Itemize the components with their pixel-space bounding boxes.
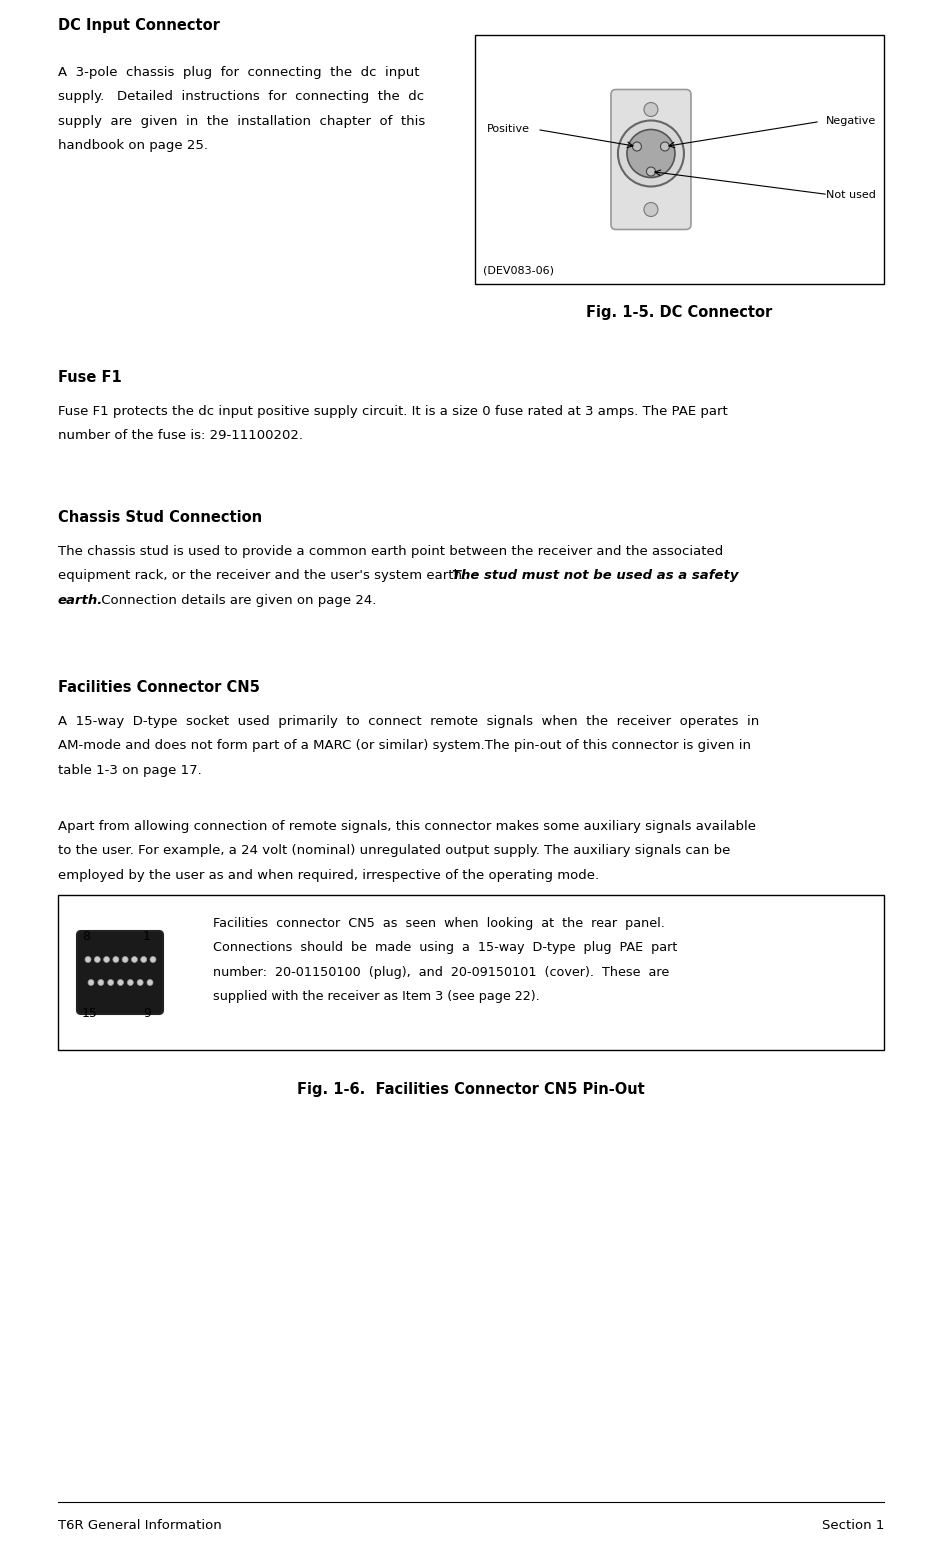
Text: handbook on page 25.: handbook on page 25.: [58, 139, 208, 153]
FancyBboxPatch shape: [611, 90, 690, 230]
Text: supplied with the receiver as Item 3 (see page 22).: supplied with the receiver as Item 3 (se…: [213, 991, 540, 1004]
Circle shape: [122, 956, 128, 962]
Circle shape: [646, 167, 656, 176]
Circle shape: [132, 956, 138, 962]
Text: Fig. 1-5. DC Connector: Fig. 1-5. DC Connector: [587, 306, 772, 320]
Circle shape: [118, 979, 123, 985]
Circle shape: [113, 956, 119, 962]
Text: Fig. 1-6.  Facilities Connector CN5 Pin-Out: Fig. 1-6. Facilities Connector CN5 Pin-O…: [297, 1082, 645, 1096]
Text: Chassis Stud Connection: Chassis Stud Connection: [58, 510, 262, 525]
Text: number:  20-01150100  (plug),  and  20-09150101  (cover).  These  are: number: 20-01150100 (plug), and 20-09150…: [213, 967, 669, 979]
Text: Facilities  connector  CN5  as  seen  when  looking  at  the  rear  panel.: Facilities connector CN5 as seen when lo…: [213, 917, 665, 929]
Text: T6R General Information: T6R General Information: [58, 1519, 221, 1532]
Circle shape: [107, 979, 114, 985]
Text: (DEV083-06): (DEV083-06): [483, 266, 554, 276]
Bar: [475, 36, 884, 284]
Text: Positive: Positive: [487, 125, 530, 134]
Circle shape: [150, 956, 156, 962]
Text: supply  are  given  in  the  installation  chapter  of  this: supply are given in the installation cha…: [58, 114, 425, 128]
Circle shape: [88, 979, 94, 985]
Text: A  3-pole  chassis  plug  for  connecting  the  dc  input: A 3-pole chassis plug for connecting the…: [58, 66, 419, 79]
Text: The chassis stud is used to provide a common earth point between the receiver an: The chassis stud is used to provide a co…: [58, 545, 723, 557]
Text: Apart from allowing connection of remote signals, this connector makes some auxi: Apart from allowing connection of remote…: [58, 820, 756, 834]
Text: to the user. For example, a 24 volt (nominal) unregulated output supply. The aux: to the user. For example, a 24 volt (nom…: [58, 845, 730, 857]
Text: earth.: earth.: [58, 594, 104, 607]
Text: 15: 15: [82, 1008, 98, 1021]
Circle shape: [632, 142, 642, 151]
Text: A  15-way  D-type  socket  used  primarily  to  connect  remote  signals  when  : A 15-way D-type socket used primarily to…: [58, 715, 759, 729]
Text: Not used: Not used: [826, 190, 876, 199]
Circle shape: [147, 979, 153, 985]
Circle shape: [618, 120, 684, 187]
Circle shape: [660, 142, 670, 151]
Text: Connection details are given on page 24.: Connection details are given on page 24.: [97, 594, 376, 607]
Circle shape: [644, 102, 658, 116]
Text: 1: 1: [143, 931, 151, 943]
Text: equipment rack, or the receiver and the user's system earth.: equipment rack, or the receiver and the …: [58, 570, 470, 582]
Circle shape: [627, 130, 675, 178]
Circle shape: [104, 956, 109, 962]
Text: Negative: Negative: [826, 116, 876, 127]
Circle shape: [98, 979, 104, 985]
Text: employed by the user as and when required, irrespective of the operating mode.: employed by the user as and when require…: [58, 869, 599, 882]
Text: Connections  should  be  made  using  a  15-way  D-type  plug  PAE  part: Connections should be made using a 15-wa…: [213, 942, 677, 954]
Text: Facilities Connector CN5: Facilities Connector CN5: [58, 679, 260, 695]
Circle shape: [94, 956, 100, 962]
Text: Fuse F1 protects the dc input positive supply circuit. It is a size 0 fuse rated: Fuse F1 protects the dc input positive s…: [58, 405, 728, 418]
Text: AM-mode and does not form part of a MARC (or similar) system.The pin-out of this: AM-mode and does not form part of a MARC…: [58, 740, 751, 752]
Bar: [58, 896, 884, 1050]
Circle shape: [140, 956, 147, 962]
Text: The stud must not be used as a safety: The stud must not be used as a safety: [452, 570, 739, 582]
Circle shape: [138, 979, 143, 985]
Circle shape: [644, 202, 658, 216]
Text: table 1-3 on page 17.: table 1-3 on page 17.: [58, 764, 202, 777]
Text: 8: 8: [82, 931, 90, 943]
Text: Section 1: Section 1: [821, 1519, 884, 1532]
FancyBboxPatch shape: [77, 931, 163, 1014]
Circle shape: [85, 956, 91, 962]
Text: DC Input Connector: DC Input Connector: [58, 19, 219, 32]
Text: Fuse F1: Fuse F1: [58, 371, 122, 384]
Circle shape: [127, 979, 134, 985]
Text: 9: 9: [143, 1008, 151, 1021]
Text: number of the fuse is: 29-11100202.: number of the fuse is: 29-11100202.: [58, 429, 303, 443]
Text: supply.   Detailed  instructions  for  connecting  the  dc: supply. Detailed instructions for connec…: [58, 91, 424, 103]
